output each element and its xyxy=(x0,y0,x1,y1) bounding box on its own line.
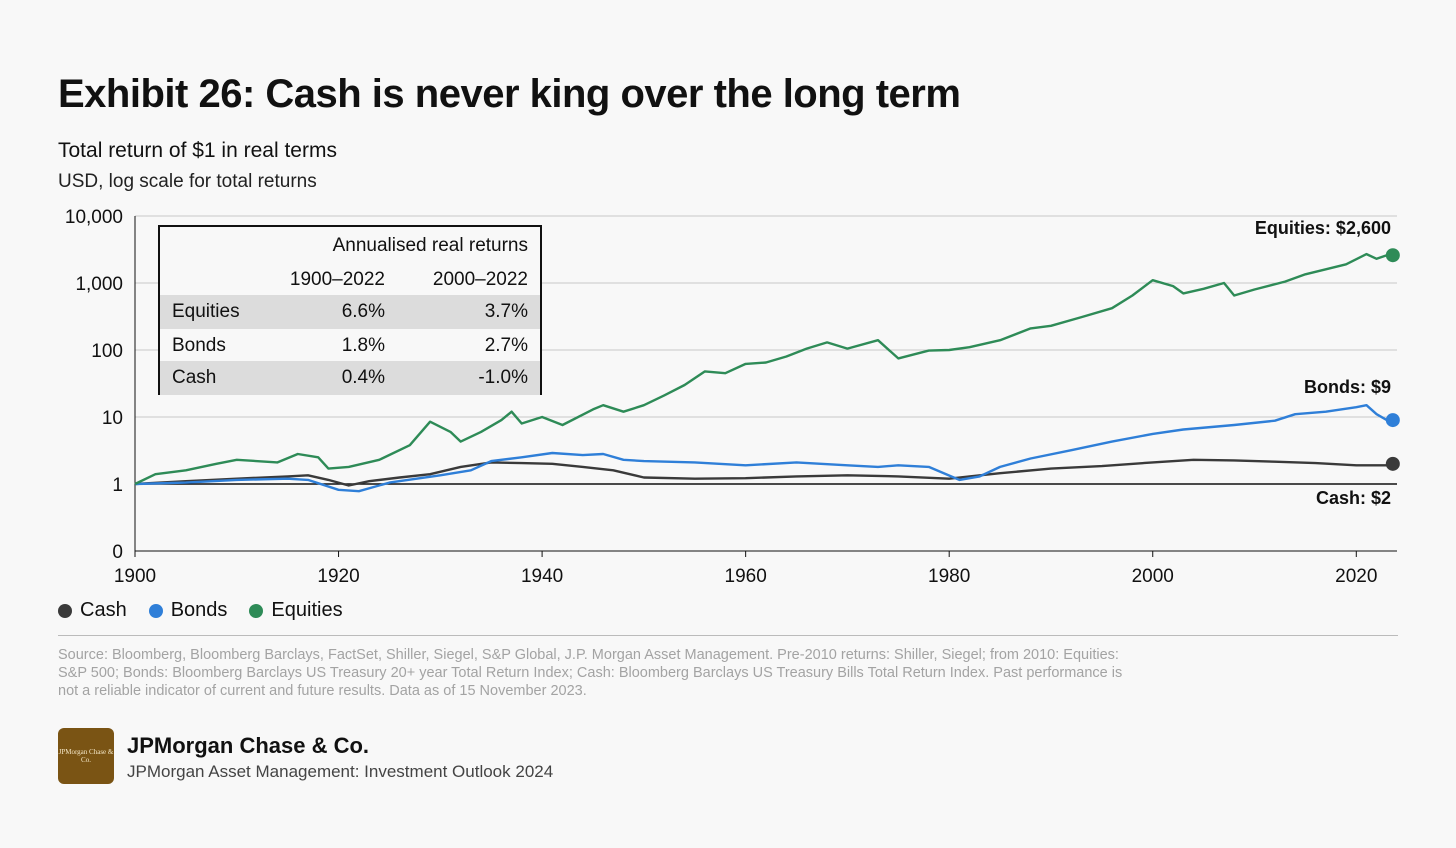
x-tick-label: 2020 xyxy=(1335,566,1377,587)
cash-end-point xyxy=(1385,456,1400,471)
y-tick-label: 100 xyxy=(91,341,123,362)
row-name: Equities xyxy=(172,301,240,322)
y-tick-label: 10,000 xyxy=(65,207,123,228)
equities-end-label: Equities: $2,600 xyxy=(1255,218,1391,238)
table-row: Equities 6.6% 3.7% xyxy=(160,295,540,329)
returns-table: Annualised real returns 1900–2022 2000–2… xyxy=(158,225,542,395)
legend: Cash Bonds Equities xyxy=(58,599,343,622)
row-value-2000-2022: 2.7% xyxy=(484,335,528,356)
equities-dot-icon xyxy=(249,603,264,618)
bonds-end-label: Bonds: $9 xyxy=(1304,377,1391,397)
table-row: Cash 0.4% -1.0% xyxy=(160,361,540,395)
chart-subtitle: Total return of $1 in real terms xyxy=(58,139,337,162)
x-tick-label: 1980 xyxy=(928,566,970,587)
x-tick-label: 1940 xyxy=(521,566,563,587)
legend-label: Bonds xyxy=(170,599,228,621)
x-tick-label: 1960 xyxy=(725,566,767,587)
line-chart: 0 1 10 100 1,000 10,000 1900 1920 1940 1960 1980 20… xyxy=(65,207,1400,587)
legend-item-cash: Cash xyxy=(58,599,127,622)
source-note: Source: Bloomberg, Bloomberg Barclays, F… xyxy=(58,647,1123,699)
table-row: Bonds 1.8% 2.7% xyxy=(160,329,540,363)
logo-text: JPMorgan Chase & Co. xyxy=(58,748,114,764)
y-tick-label: 10 xyxy=(102,408,123,429)
returns-table-col-2: 2000–2022 xyxy=(432,269,528,290)
legend-label: Equities xyxy=(271,599,343,621)
chart-title: Exhibit 26: Cash is never king over the … xyxy=(58,72,961,116)
legend-item-bonds: Bonds xyxy=(148,599,228,622)
returns-table-title: Annualised real returns xyxy=(332,235,528,256)
publication-name: JPMorgan Asset Management: Investment Ou… xyxy=(127,762,554,781)
cash-end-label: Cash: $2 xyxy=(1316,488,1391,508)
brand-name: JPMorgan Chase & Co. xyxy=(127,733,370,758)
equities-end-point xyxy=(1385,248,1400,263)
y-tick-label: 0 xyxy=(112,542,123,563)
y-tick-label: 1,000 xyxy=(75,274,123,295)
x-tick-label: 1920 xyxy=(317,566,359,587)
row-value-2000-2022: -1.0% xyxy=(478,367,528,388)
returns-table-col-1: 1900–2022 xyxy=(289,269,385,290)
row-value-1900-2022: 0.4% xyxy=(341,367,385,388)
equities-series-line xyxy=(134,252,1388,486)
cash-series-line xyxy=(134,458,1387,487)
row-name: Bonds xyxy=(172,335,226,356)
row-value-1900-2022: 6.6% xyxy=(341,301,385,322)
row-name: Cash xyxy=(172,367,217,388)
x-tick-label: 1900 xyxy=(114,566,156,587)
end-labels: Equities: $2,600 Bonds: $9 Cash: $2 xyxy=(1255,218,1391,508)
axes: 0 1 10 100 1,000 10,000 1900 1920 1940 1960 1980 20… xyxy=(65,207,1397,587)
cash-dot-icon xyxy=(58,603,72,618)
bonds-dot-icon xyxy=(148,603,163,618)
row-value-1900-2022: 1.8% xyxy=(341,335,385,356)
legend-label: Cash xyxy=(80,599,127,621)
legend-item-equities: Equities xyxy=(249,599,343,622)
jpmorgan-logo: JPMorgan Chase & Co. xyxy=(58,728,114,784)
x-tick-label: 2000 xyxy=(1132,566,1174,587)
row-value-2000-2022: 3.7% xyxy=(484,301,528,322)
bonds-end-point xyxy=(1385,413,1400,428)
y-tick-label: 1 xyxy=(112,475,123,496)
divider xyxy=(58,635,1398,636)
unit-note: USD, log scale for total returns xyxy=(58,171,317,192)
series-lines xyxy=(134,248,1400,493)
bonds-series-line xyxy=(134,404,1388,493)
